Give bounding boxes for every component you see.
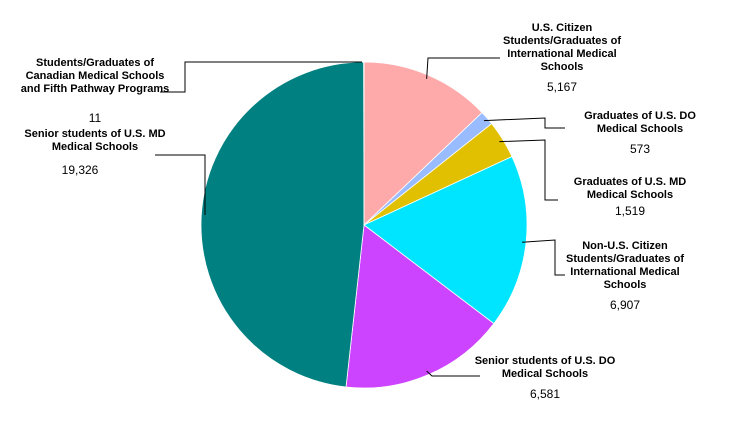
slice-label: Senior students of U.S. MD Medical Schoo… <box>24 128 166 153</box>
pie-slice <box>363 156 528 325</box>
slice-label: Students/Graduates of Canadian Medical S… <box>20 57 170 95</box>
slice-label: Graduates of U.S. MD Medical Schools <box>573 176 687 201</box>
value-label: 6,907 <box>609 298 641 312</box>
value-label: 1,519 <box>614 204 646 218</box>
value-label: 11 <box>88 111 102 125</box>
leader-line <box>155 154 206 215</box>
leader-line <box>426 370 480 377</box>
value-label: 6,581 <box>529 387 561 401</box>
pie-slice <box>345 224 495 389</box>
leader-line <box>522 239 565 276</box>
leader-line <box>160 61 362 93</box>
value-label: 573 <box>629 142 651 156</box>
pie-slice <box>363 61 483 226</box>
value-label: 19,326 <box>61 163 99 177</box>
leader-line <box>426 57 500 79</box>
pie-slice <box>200 61 365 388</box>
value-label: 5,167 <box>546 80 578 94</box>
slice-label: Non-U.S. Citizen Students/Graduates of I… <box>566 240 684 291</box>
slice-label: Senior students of U.S. DO Medical Schoo… <box>474 355 616 380</box>
leader-line <box>499 139 558 201</box>
slice-label: U.S. Citizen Students/Graduates of Inter… <box>503 22 621 73</box>
leader-line <box>483 117 565 129</box>
slice-label: Graduates of U.S. DO Medical Schools <box>584 110 696 135</box>
